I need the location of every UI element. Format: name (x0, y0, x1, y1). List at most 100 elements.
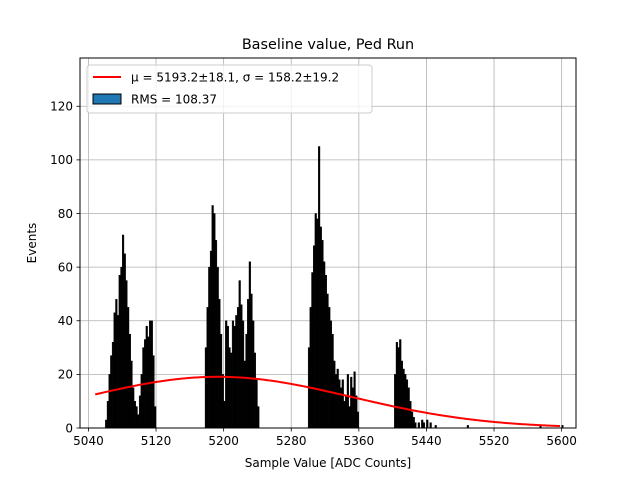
histogram-bar (345, 395, 348, 429)
y-tick-label: 100 (50, 153, 73, 167)
x-tick-label: 5600 (546, 434, 577, 448)
histogram-bar (213, 213, 216, 429)
x-tick-label: 5120 (141, 434, 172, 448)
x-tick-label: 5440 (411, 434, 442, 448)
histogram-bar (204, 347, 207, 429)
histogram-bar (106, 400, 109, 429)
histogram-bar (333, 360, 336, 429)
histogram-bar (405, 379, 409, 429)
histogram-bar (399, 339, 402, 429)
histogram-bar (355, 395, 358, 429)
histogram-bar (404, 374, 407, 429)
histogram-bar (414, 422, 417, 429)
histogram-bar (235, 315, 238, 429)
histogram-bar (257, 406, 260, 429)
histogram-bar (145, 325, 148, 429)
x-tick-label: 5280 (276, 434, 307, 448)
plot-frame (79, 57, 577, 429)
histogram-bar (407, 387, 410, 429)
histogram-bar (319, 226, 322, 429)
histogram-bar (253, 352, 256, 429)
histogram-bar (236, 307, 240, 429)
histogram-bar (326, 293, 329, 429)
histogram-bar (336, 368, 339, 429)
fit-curve-group (94, 375, 560, 428)
histogram-bar (216, 266, 219, 429)
histogram-bar (238, 280, 241, 429)
histogram-bar (351, 387, 354, 429)
histogram-bar (242, 320, 245, 429)
histogram-bar (429, 422, 432, 429)
x-axis-label: Sample Value [ADC Counts] (245, 456, 411, 470)
histogram-bar (214, 240, 218, 429)
histogram-bar (120, 266, 123, 429)
histogram-bar (116, 315, 120, 429)
histogram-bar (111, 342, 114, 429)
histogram-bar (422, 422, 425, 429)
histogram-bar (245, 333, 248, 429)
legend: μ = 5193.2±18.1, σ = 158.2±19.2 RMS = 10… (86, 64, 373, 114)
histogram-bar (318, 146, 321, 429)
histogram-bar (113, 312, 116, 429)
histogram-bar (230, 352, 233, 429)
histogram-bar (132, 387, 135, 429)
histogram-bar (409, 400, 412, 429)
y-axis-ticks: 0 20 40 60 80 100 120 (50, 100, 80, 435)
histogram-bar (228, 347, 231, 429)
histogram-bar (135, 406, 138, 429)
x-tick-label: 5040 (73, 434, 104, 448)
histogram-bar (314, 213, 317, 429)
histogram-bar (105, 419, 108, 429)
legend-histogram-swatch (92, 93, 122, 105)
histogram-bar (324, 274, 327, 429)
histogram-bar (309, 307, 312, 429)
y-tick-label: 40 (58, 314, 73, 328)
histogram-bar (240, 304, 243, 429)
histogram-bar (341, 379, 344, 429)
histogram-bar (115, 299, 118, 429)
histogram-bar (128, 333, 131, 429)
x-axis-ticks: 5040 5120 5200 5280 5360 5440 5520 5600 (73, 428, 577, 448)
histogram-bar (137, 414, 140, 429)
histogram-bar (348, 406, 351, 429)
histogram-bar (206, 307, 209, 429)
histogram-bar (127, 307, 130, 429)
histogram-bar (225, 320, 228, 429)
histogram-bar (149, 320, 152, 429)
histogram-bar (243, 360, 246, 429)
x-tick-label: 5200 (208, 434, 239, 448)
legend-rms-label: RMS = 108.37 (131, 93, 217, 107)
histogram-bar (346, 374, 349, 429)
histogram-bar (323, 261, 326, 429)
histogram-bar (150, 320, 153, 429)
histogram-bar (154, 406, 157, 429)
histogram-bar (122, 234, 125, 429)
histogram-bar (343, 400, 346, 429)
histogram-bar (411, 411, 414, 429)
y-tick-label: 120 (50, 100, 73, 114)
histogram-bar (133, 400, 136, 429)
histogram-bar (329, 320, 333, 429)
histogram-bar (397, 347, 400, 429)
histogram-bar (328, 307, 331, 429)
histogram-bar (221, 374, 224, 429)
histogram-bar (209, 250, 213, 429)
y-tick-label: 80 (58, 207, 73, 221)
histogram-bar (138, 395, 142, 429)
histogram-bar (231, 320, 234, 429)
histogram-bar (211, 205, 214, 429)
histogram-bar (142, 347, 145, 429)
histogram-bar (247, 299, 250, 429)
histogram-bar (394, 374, 397, 429)
y-axis-label: Events (25, 223, 39, 264)
x-tick-label: 5520 (479, 434, 510, 448)
gaussian-fit-curve (94, 375, 560, 428)
legend-fit-label: μ = 5193.2±18.1, σ = 158.2±19.2 (131, 71, 339, 85)
histogram-bar (311, 272, 314, 429)
histogram-bar (152, 355, 155, 429)
histogram-bar (218, 299, 221, 429)
histogram-bar (130, 360, 133, 429)
histogram-bar (402, 368, 405, 429)
histogram-bar (350, 376, 353, 429)
histogram-bar (417, 422, 420, 429)
